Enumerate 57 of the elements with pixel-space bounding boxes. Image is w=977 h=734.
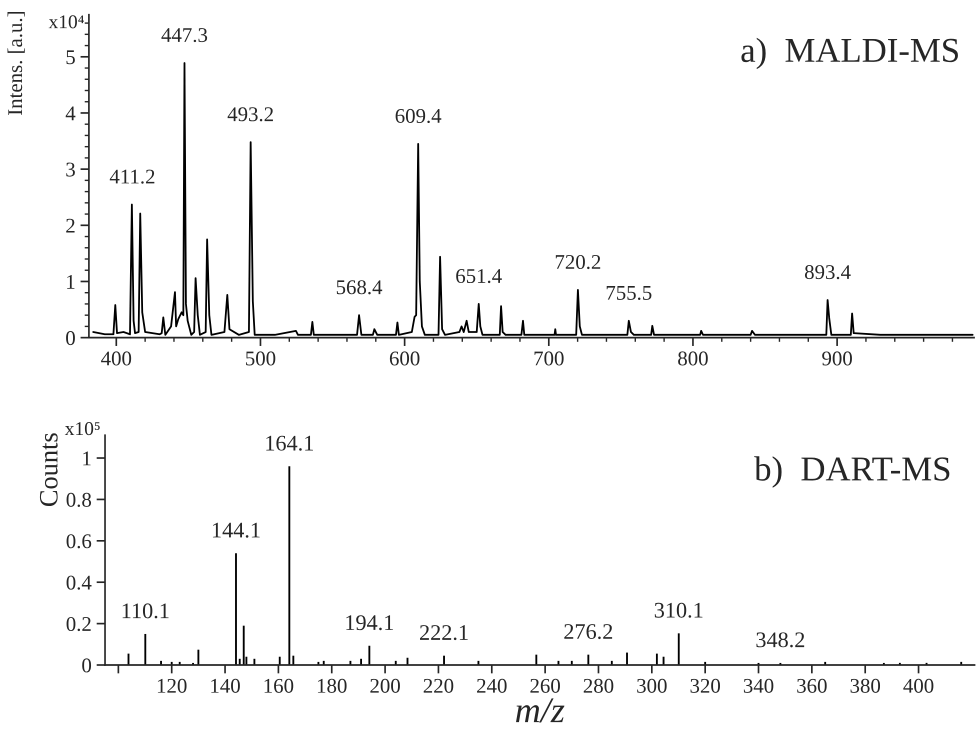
x-tick-label: 240 xyxy=(477,678,507,693)
y-tick-label: 3 xyxy=(66,162,75,177)
text: b) DART-MS xyxy=(754,456,950,488)
x-tick-label: 160 xyxy=(264,678,294,693)
annotation: 110.1 xyxy=(122,603,169,618)
y-tick-label: 1 xyxy=(83,452,91,466)
x-tick-label: 800 xyxy=(678,351,708,366)
x-tick-label: 500 xyxy=(246,351,276,366)
annotation: 651.4 xyxy=(456,269,502,284)
x-tick-label: 900 xyxy=(822,351,852,366)
x-tick-label: 120 xyxy=(158,678,187,693)
annotation: 447.3 xyxy=(161,28,208,42)
y-axis-title: Intens. [a.u.] xyxy=(8,12,25,116)
y-tick-label: 0.6 xyxy=(66,534,92,548)
x-tick-label: 340 xyxy=(744,678,774,693)
annotation: 568.4 xyxy=(336,280,382,294)
annotation: 310.1 xyxy=(654,602,702,618)
annotation: 755.5 xyxy=(606,286,652,300)
annotation: 893.4 xyxy=(804,265,851,280)
annotation: 194.1 xyxy=(346,615,394,630)
y-axis-title: Counts xyxy=(40,433,58,506)
y-tick-label: 5 xyxy=(66,50,75,64)
annotation: 720.2 xyxy=(556,254,600,270)
y-tick-label: 2 xyxy=(66,218,75,233)
annotation: 144.1 xyxy=(212,522,260,538)
text: x10⁵ xyxy=(64,422,100,436)
annotation: 276.2 xyxy=(564,624,612,640)
annotation: 348.2 xyxy=(756,632,804,648)
x-tick-label: 140 xyxy=(211,678,240,693)
x-tick-label: 200 xyxy=(370,678,400,693)
x-tick-label: 320 xyxy=(690,678,720,693)
y-tick-label: 0 xyxy=(66,331,75,346)
annotation: 493.2 xyxy=(228,107,273,122)
x-tick-label: 180 xyxy=(318,678,347,693)
x-tick-label: 380 xyxy=(850,678,880,693)
x-tick-label: 600 xyxy=(390,351,420,366)
x-axis-title: m/z xyxy=(516,698,564,723)
x-tick-label: 300 xyxy=(637,678,667,693)
y-tick-label: 0.8 xyxy=(66,492,92,507)
text: x10⁴ xyxy=(48,15,84,28)
x-tick-label: 220 xyxy=(424,678,454,693)
x-tick-label: 280 xyxy=(584,678,614,693)
x-tick-label: 360 xyxy=(797,678,827,693)
annotation: 222.1 xyxy=(420,625,468,640)
text: a) MALDI-MS xyxy=(741,38,958,70)
y-tick-label: 0 xyxy=(82,658,92,672)
x-tick-label: 400 xyxy=(101,351,132,366)
annotation: 609.4 xyxy=(396,108,442,124)
annotation: 164.1 xyxy=(266,436,314,451)
y-tick-label: 0.4 xyxy=(66,576,92,590)
y-tick-label: 0.2 xyxy=(66,616,91,632)
x-tick-label: 260 xyxy=(530,678,560,693)
x-tick-label: 400 xyxy=(903,678,934,693)
x-tick-label: 700 xyxy=(534,351,564,366)
y-tick-label: 1 xyxy=(67,274,74,289)
y-tick-label: 4 xyxy=(66,106,76,120)
annotation: 411.2 xyxy=(110,170,154,184)
